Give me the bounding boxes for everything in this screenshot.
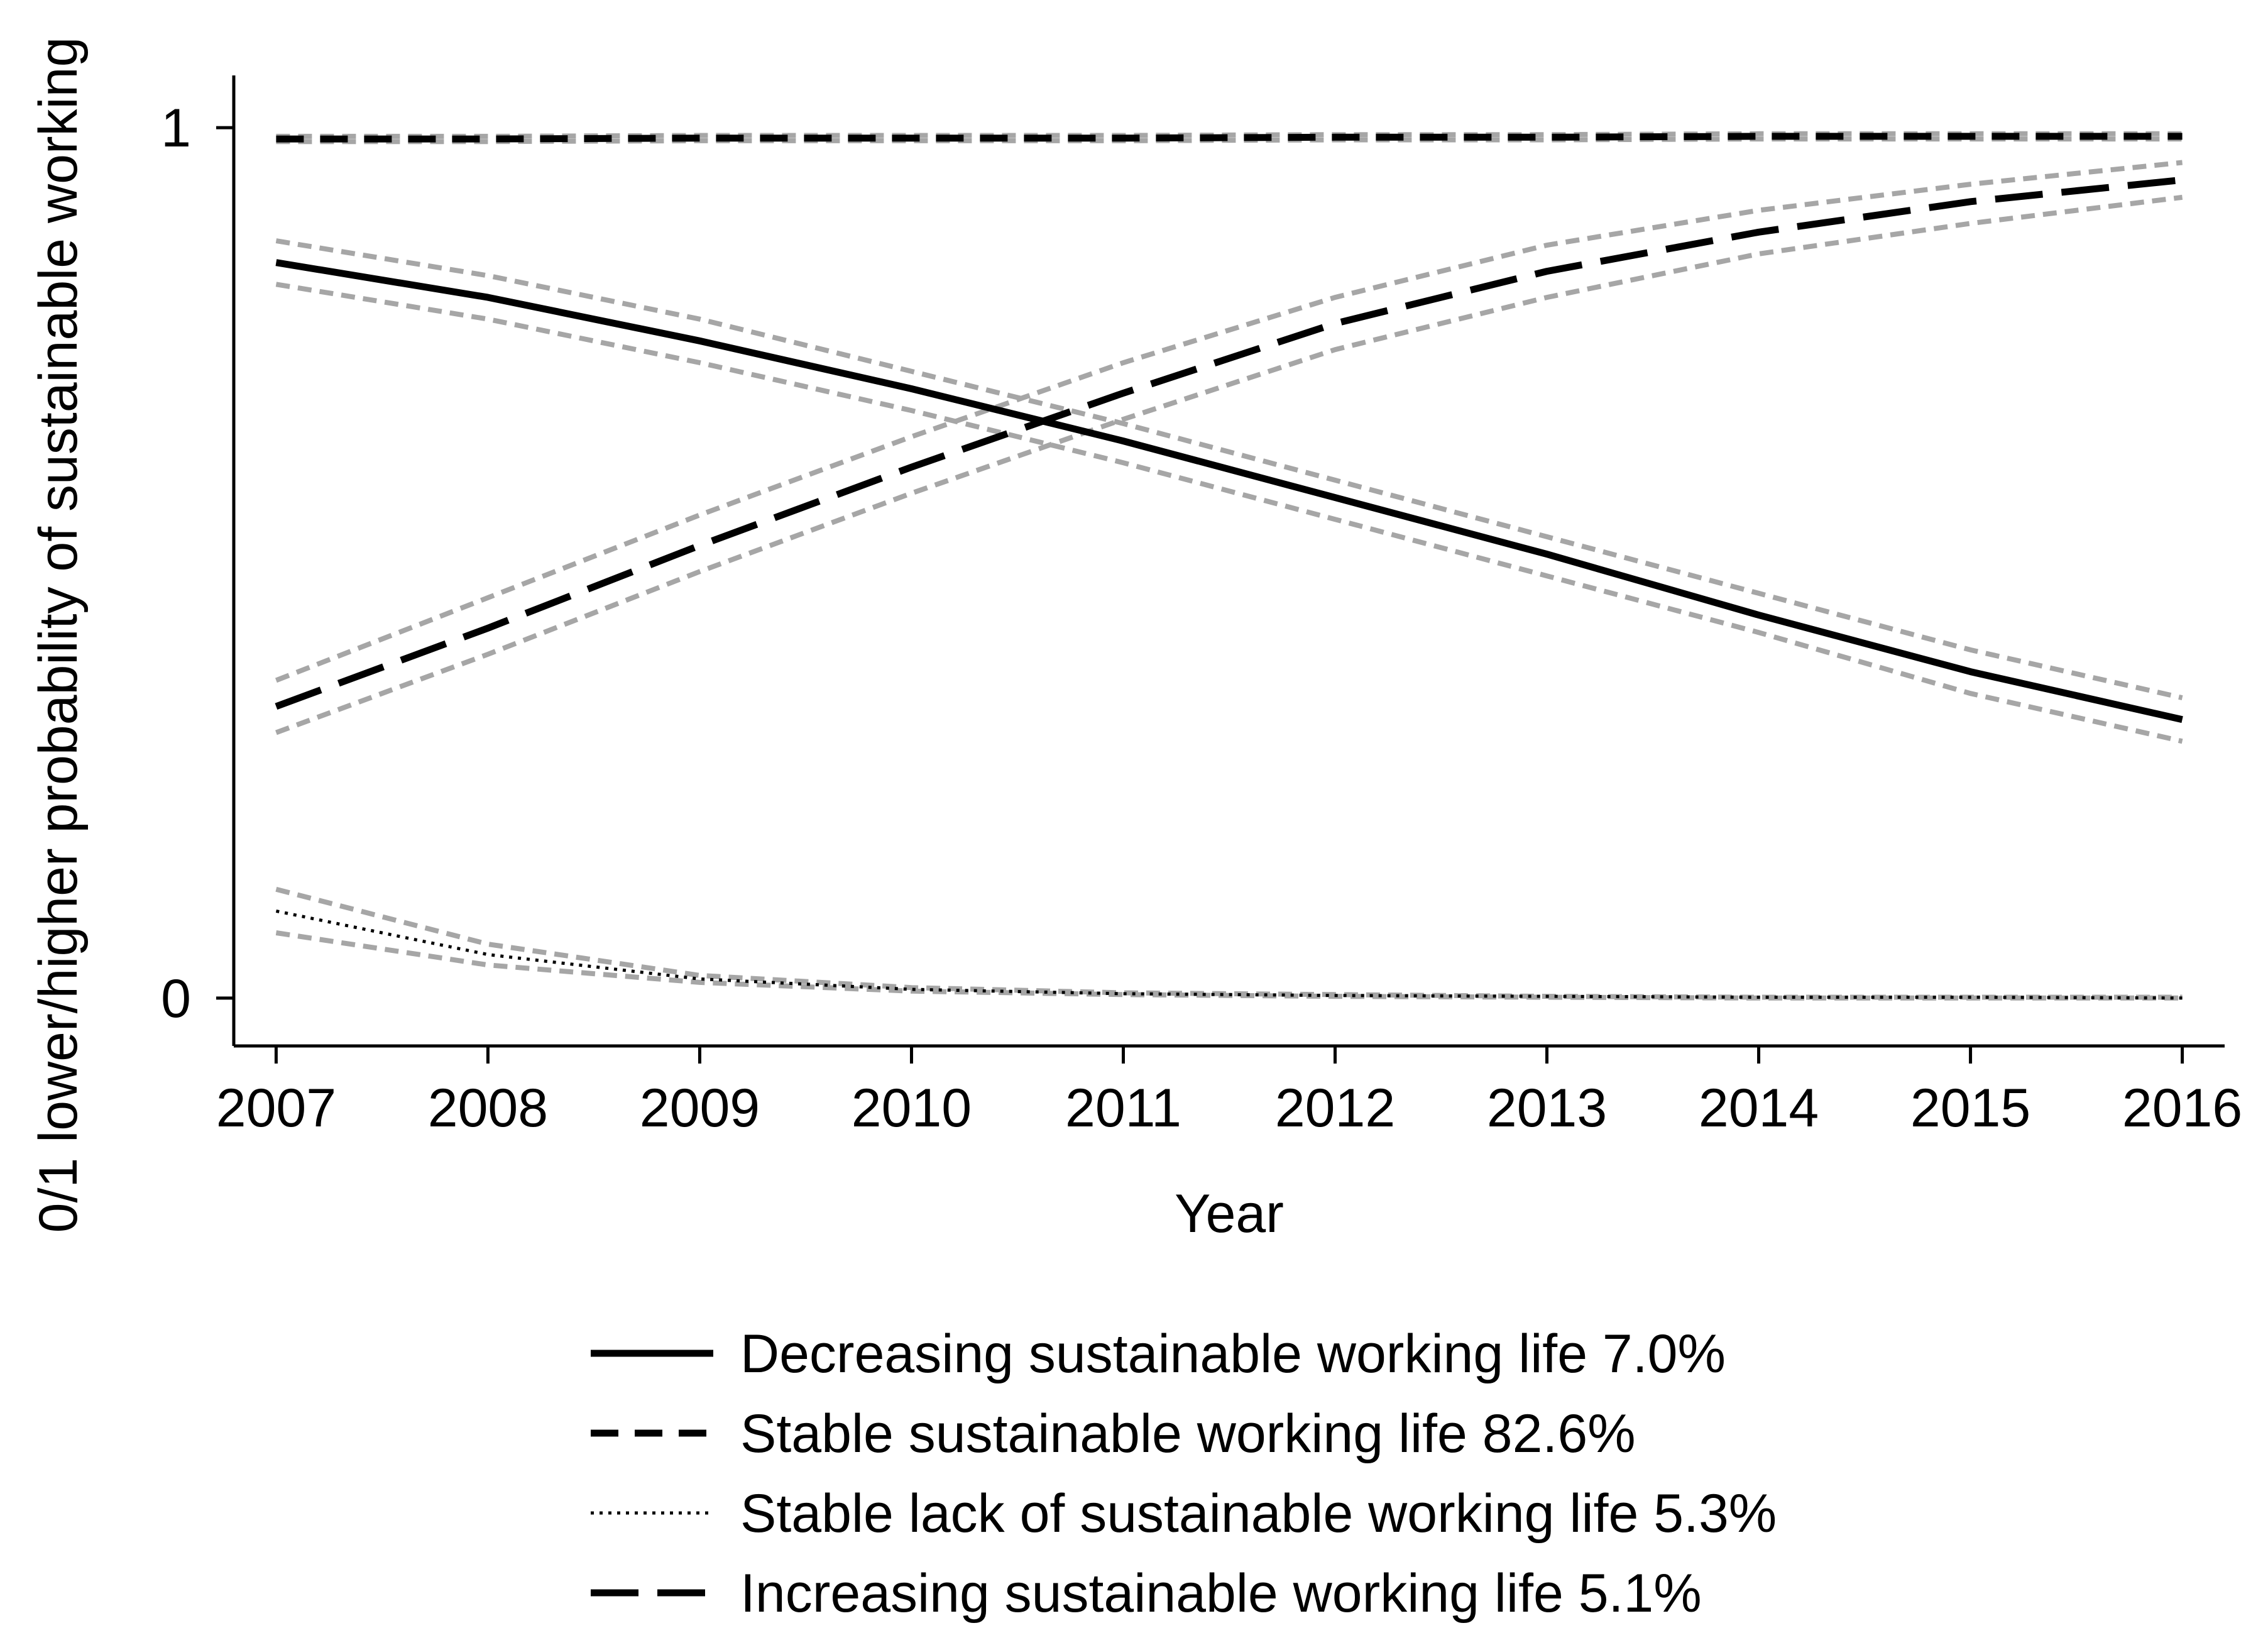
legend-label: Stable lack of sustainable working life … bbox=[740, 1483, 1777, 1544]
legend-label: Decreasing sustainable working life 7.0% bbox=[740, 1324, 1726, 1384]
x-tick-label: 2015 bbox=[1910, 1078, 2030, 1138]
x-tick-label: 2007 bbox=[216, 1078, 336, 1138]
legend-item: Decreasing sustainable working life 7.0% bbox=[591, 1324, 1726, 1384]
y-axis-ticks: 01 bbox=[161, 98, 234, 1029]
ci-lower-stable-lack-of-sustainable-working-life-5-3 bbox=[275, 930, 2183, 1001]
series-line-stable-sustainable-working-life-82-6 bbox=[276, 133, 2183, 143]
y-tick-label: 1 bbox=[161, 98, 191, 158]
legend-label: Stable sustainable working life 82.6% bbox=[740, 1404, 1636, 1464]
plot-area: 2007 2008 2009 2010 2011 2012 2013 2014 2015 2016… bbox=[161, 75, 2242, 1138]
series-lines bbox=[275, 133, 2183, 1000]
x-axis-ticks: 2007 2008 2009 2010 2011 2012 2013 2014 2015 2016 bbox=[216, 1046, 2242, 1138]
ci-upper-stable-lack-of-sustainable-working-life-5-3 bbox=[275, 886, 2183, 1000]
x-tick-label: 2014 bbox=[1699, 1078, 1819, 1138]
x-tick-label: 2009 bbox=[640, 1078, 760, 1138]
x-axis-title: Year bbox=[1175, 1184, 1284, 1244]
legend-item: Stable sustainable working life 82.6% bbox=[591, 1404, 1636, 1464]
x-tick-label: 2016 bbox=[2122, 1078, 2242, 1138]
series-line-decreasing-sustainable-working-life-7-0 bbox=[275, 259, 2183, 723]
x-tick-label: 2008 bbox=[428, 1078, 548, 1138]
legend-item: Increasing sustainable working life 5.1% bbox=[591, 1563, 1702, 1624]
x-tick-label: 2012 bbox=[1275, 1078, 1395, 1138]
confidence-bands bbox=[275, 131, 2183, 1001]
legend-item: Stable lack of sustainable working life … bbox=[591, 1483, 1777, 1544]
x-tick-label: 2010 bbox=[852, 1078, 972, 1138]
ci-lower-increasing-sustainable-working-life-5-1 bbox=[275, 194, 2183, 735]
series-line-increasing-sustainable-working-life-5-1 bbox=[275, 176, 2183, 710]
series-line-stable-lack-of-sustainable-working-life-5-3 bbox=[275, 909, 2183, 1000]
ci-upper-increasing-sustainable-working-life-5-1 bbox=[275, 160, 2183, 683]
y-tick-label: 0 bbox=[161, 969, 191, 1029]
legend-label: Increasing sustainable working life 5.1% bbox=[740, 1563, 1702, 1624]
y-axis-title: 0/1 lower/higher probability of sustaina… bbox=[28, 37, 89, 1233]
x-tick-label: 2013 bbox=[1487, 1078, 1607, 1138]
ci-lower-decreasing-sustainable-working-life-7-0 bbox=[275, 282, 2183, 744]
x-tick-label: 2011 bbox=[1065, 1078, 1181, 1138]
ci-upper-decreasing-sustainable-working-life-7-0 bbox=[275, 238, 2183, 701]
legend: Decreasing sustainable working life 7.0%… bbox=[591, 1324, 1777, 1624]
